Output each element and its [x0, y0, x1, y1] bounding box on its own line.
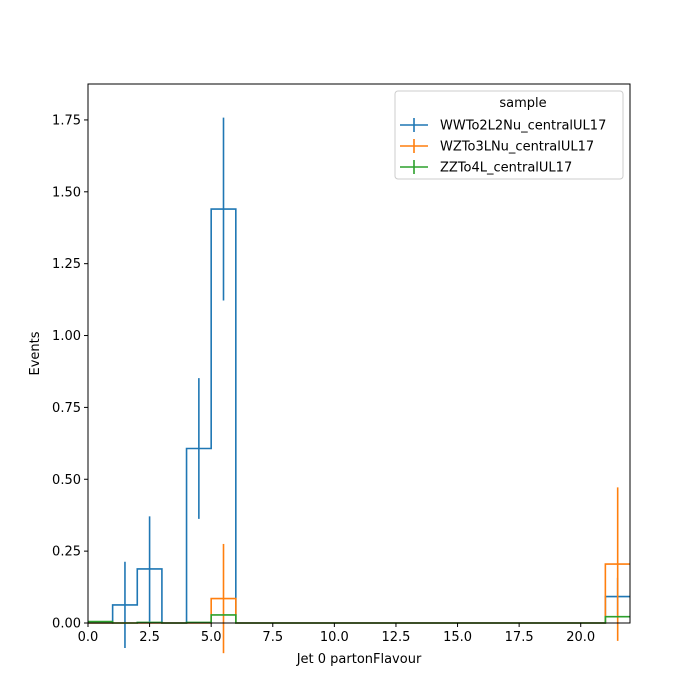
- x-tick-label: 7.5: [262, 630, 283, 645]
- series-wwto2l2nu-centralul17: [88, 117, 630, 649]
- plot-frame: [87, 83, 631, 624]
- y-tick-label: 1.25: [52, 257, 81, 272]
- x-tick-label: 15.0: [443, 630, 472, 645]
- y-tick-label: 0.50: [52, 473, 81, 488]
- x-tick-label: 0.0: [78, 630, 99, 645]
- histogram-step-line: [88, 208, 630, 624]
- y-tick-label: 1.75: [52, 113, 81, 128]
- x-tick-label: 20.0: [566, 630, 595, 645]
- y-tick-label: 0.25: [52, 545, 81, 560]
- x-axis-label: Jet 0 partonFlavour: [296, 652, 422, 667]
- y-axis: 0.00 0.25 0.50 0.75 1.00 1.25 1.50 1.75: [52, 113, 88, 632]
- series-wzto3lnu-centralul17: [88, 487, 630, 654]
- x-tick-label: 2.5: [139, 630, 160, 645]
- x-tick-label: 12.5: [381, 630, 410, 645]
- legend-item: WWTo2L2Nu_centralUL17: [400, 118, 606, 134]
- histogram-step-line: [88, 614, 630, 624]
- legend-label: ZZTo4L_centralUL17: [440, 161, 572, 176]
- x-tick-label: 17.5: [505, 630, 534, 645]
- legend: sample WWTo2L2Nu_centralUL17 WZTo3LNu_cen…: [394, 90, 624, 180]
- legend-title: sample: [499, 96, 546, 111]
- legend-label: WWTo2L2Nu_centralUL17: [440, 119, 606, 134]
- y-tick-label: 0.00: [52, 617, 81, 632]
- legend-box: [394, 90, 624, 180]
- y-tick-label: 0.75: [52, 401, 81, 416]
- legend-label: WZTo3LNu_centralUL17: [440, 140, 594, 155]
- x-axis: 0.0 2.5 5.0 7.5 10.0 12.5 15.0 17.5 20.0: [78, 623, 595, 645]
- y-tick-label: 1.00: [52, 329, 81, 344]
- y-tick-label: 1.50: [52, 185, 81, 200]
- legend-item: ZZTo4L_centralUL17: [400, 160, 572, 176]
- histogram-step-line: [88, 563, 630, 624]
- x-tick-label: 5.0: [201, 630, 222, 645]
- x-tick-label: 10.0: [320, 630, 349, 645]
- legend-item: WZTo3LNu_centralUL17: [400, 139, 594, 155]
- plot-area: [88, 117, 630, 654]
- y-axis-label: Events: [28, 331, 43, 375]
- series-zzto4l-centralul17: [88, 614, 630, 624]
